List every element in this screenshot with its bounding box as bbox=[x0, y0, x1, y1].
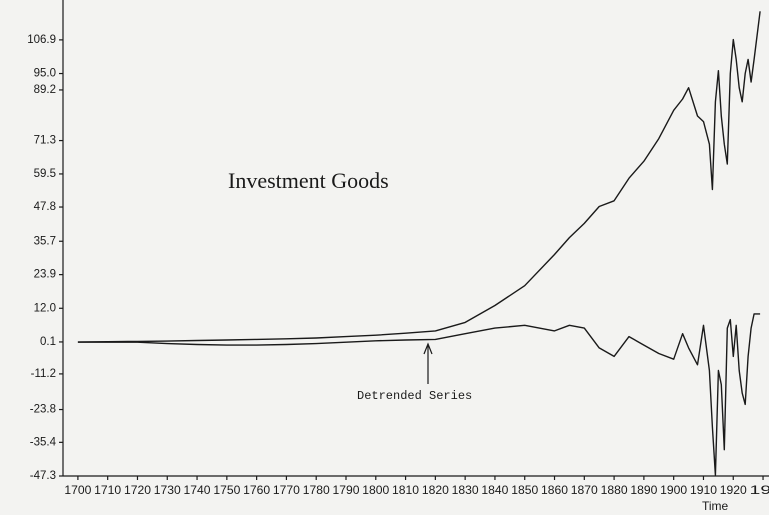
y-tick-label: 12.0 bbox=[34, 302, 56, 314]
x-tick-label: 1880 bbox=[601, 485, 628, 497]
x-tick-label: 1800 bbox=[362, 485, 389, 497]
series-label: Investment Goods bbox=[228, 168, 389, 193]
x-tick-label: 1830 bbox=[452, 485, 479, 497]
x-tick-label: 1810 bbox=[392, 485, 419, 497]
annotation-arrowhead bbox=[423, 342, 433, 355]
y-tick-label: 0.1 bbox=[40, 336, 56, 348]
x-tick-label: 1820 bbox=[422, 485, 449, 497]
x-axis-label: Time bbox=[702, 499, 729, 513]
x-tick-label: 1870 bbox=[571, 485, 598, 497]
y-tick-label: -23.8 bbox=[30, 404, 56, 416]
x-tick-label: 1780 bbox=[303, 485, 330, 497]
y-tick-label: -47.3 bbox=[30, 470, 56, 482]
x-tick-label: 1920 bbox=[720, 485, 747, 497]
x-tick-label: 1760 bbox=[243, 485, 270, 497]
x-tick-label: 1750 bbox=[213, 485, 240, 497]
x-tick-label: 19: bbox=[750, 485, 769, 497]
x-tick-label: 1840 bbox=[481, 485, 508, 497]
y-tick-label: -11.2 bbox=[31, 368, 56, 380]
y-tick-label: 89.2 bbox=[34, 84, 56, 96]
x-tick-label: 1730 bbox=[154, 485, 181, 497]
x-tick-label: 1850 bbox=[511, 485, 538, 497]
x-tick-label: 1770 bbox=[273, 485, 300, 497]
x-tick-label: 1900 bbox=[660, 485, 687, 497]
y-tick-label: 106.9 bbox=[27, 34, 56, 46]
y-tick-label: 95.0 bbox=[34, 68, 56, 80]
series-line bbox=[77, 11, 761, 343]
y-tick-label: 23.9 bbox=[34, 269, 56, 281]
x-tick-label: 1860 bbox=[541, 485, 568, 497]
y-tick-label: 47.8 bbox=[34, 201, 56, 213]
y-tick-label: 59.5 bbox=[34, 168, 56, 180]
x-tick-label: 1740 bbox=[184, 485, 211, 497]
y-tick-label: -35.4 bbox=[30, 436, 57, 448]
x-tick-label: 1720 bbox=[124, 485, 151, 497]
x-tick-label: 1890 bbox=[630, 485, 657, 497]
y-tick-label: 35.7 bbox=[34, 235, 56, 247]
series-line bbox=[77, 313, 761, 476]
x-tick-label: 1790 bbox=[332, 485, 359, 497]
x-tick-label: 1710 bbox=[94, 485, 121, 497]
x-tick-label: 1700 bbox=[64, 485, 91, 497]
y-tick-label: 71.3 bbox=[34, 135, 56, 147]
series-label: Detrended Series bbox=[357, 389, 472, 403]
x-tick-label: 1910 bbox=[690, 485, 717, 497]
